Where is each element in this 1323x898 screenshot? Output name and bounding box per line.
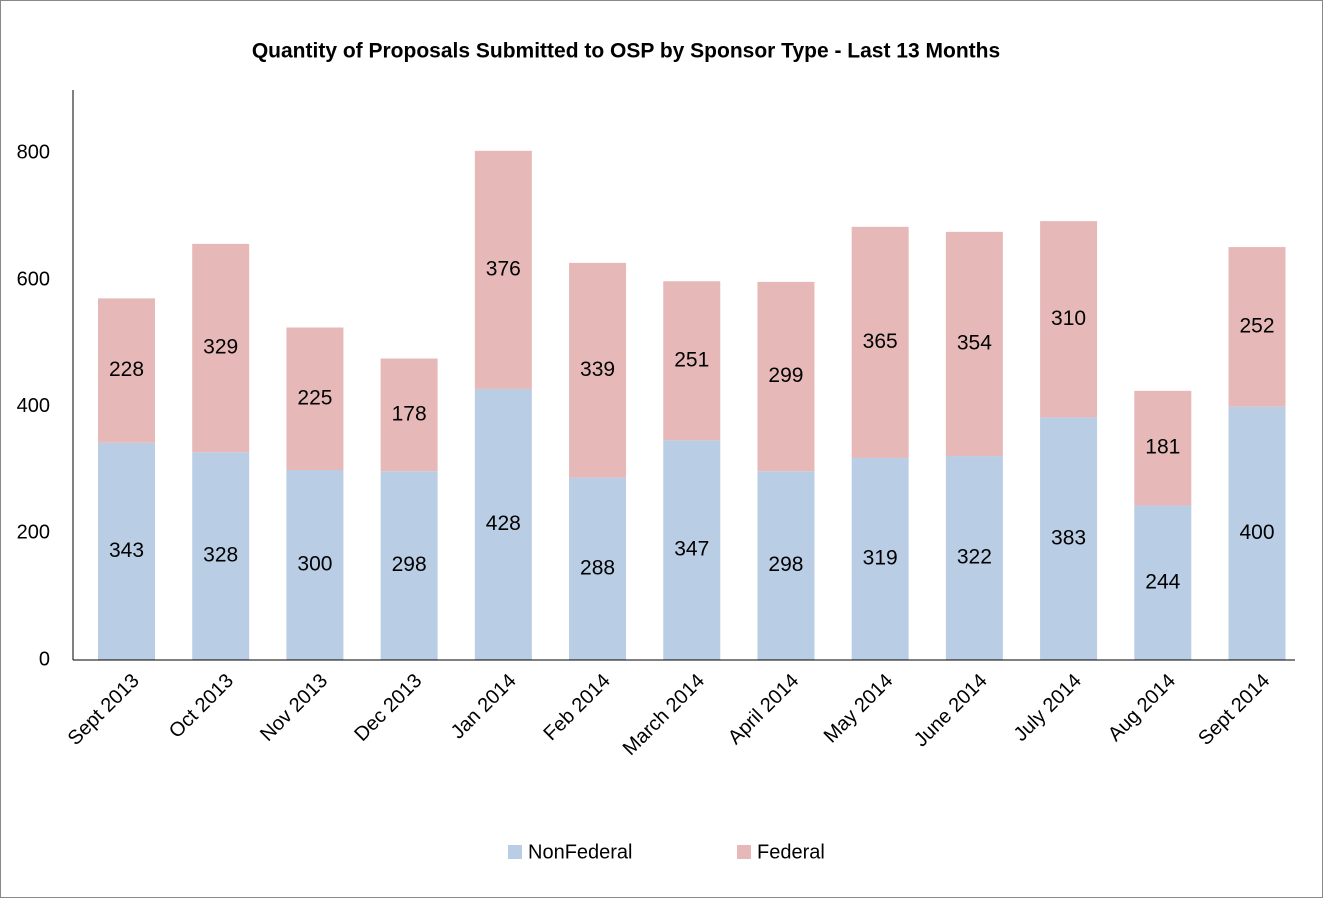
bar-segment <box>1228 247 1286 407</box>
bar-segment <box>569 477 627 660</box>
data-label: 365 <box>863 330 898 353</box>
bar-segment <box>1228 406 1286 660</box>
data-label: 339 <box>580 358 615 381</box>
bar-segment <box>380 471 438 660</box>
y-tick-label: 0 <box>39 648 50 670</box>
bar-segment <box>663 281 721 441</box>
data-label: 354 <box>957 332 992 355</box>
bar-segment <box>474 150 532 389</box>
data-label: 288 <box>580 556 615 579</box>
data-label: 400 <box>1239 521 1274 544</box>
data-label: 383 <box>1051 526 1086 549</box>
bar-segment <box>1134 390 1192 506</box>
data-label: 310 <box>1051 307 1086 330</box>
bar-segment <box>945 456 1003 660</box>
chart-title: Quantity of Proposals Submitted to OSP b… <box>252 40 1000 63</box>
data-label: 376 <box>486 257 521 280</box>
data-label: 329 <box>203 336 238 359</box>
data-label: 225 <box>297 386 332 409</box>
y-tick-label: 800 <box>17 142 50 164</box>
data-label: 244 <box>1145 570 1180 593</box>
data-label: 252 <box>1239 314 1274 337</box>
bar-segment <box>192 243 250 453</box>
bar-segment <box>1040 221 1098 418</box>
data-label: 251 <box>674 348 709 371</box>
bar-segment <box>286 470 344 660</box>
bar-segment <box>98 298 155 443</box>
bar-segment <box>192 452 250 660</box>
legend-swatch <box>737 845 751 859</box>
bar-segment <box>1040 417 1098 660</box>
data-label: 319 <box>863 547 898 570</box>
bar-segment <box>98 442 155 660</box>
y-tick-label: 600 <box>17 268 50 290</box>
bar-segment <box>474 388 532 660</box>
data-label: 428 <box>486 512 521 535</box>
bar-segment <box>380 358 438 472</box>
data-label: 322 <box>957 546 992 569</box>
bar-segment <box>945 231 1003 457</box>
y-tick-label: 400 <box>17 395 50 417</box>
legend-swatch <box>508 845 522 859</box>
bar-segment <box>1134 505 1192 660</box>
bar-segment <box>663 440 721 660</box>
bar-segment <box>286 327 344 470</box>
legend-label: NonFederal <box>528 841 633 863</box>
data-label: 299 <box>768 364 803 387</box>
bar-segment <box>569 262 627 478</box>
data-label: 298 <box>768 553 803 576</box>
data-label: 347 <box>674 538 709 561</box>
data-label: 343 <box>109 539 144 562</box>
data-label: 178 <box>392 402 427 425</box>
data-label: 298 <box>392 553 427 576</box>
bar-segment <box>851 457 909 660</box>
bar-segment <box>757 471 815 660</box>
data-label: 300 <box>297 553 332 576</box>
data-label: 228 <box>109 358 144 381</box>
bar-segment <box>851 226 909 458</box>
y-tick-label: 200 <box>17 522 50 544</box>
bar-segment <box>757 281 815 472</box>
legend-label: Federal <box>757 841 825 863</box>
data-label: 328 <box>203 544 238 567</box>
data-label: 181 <box>1145 436 1180 459</box>
